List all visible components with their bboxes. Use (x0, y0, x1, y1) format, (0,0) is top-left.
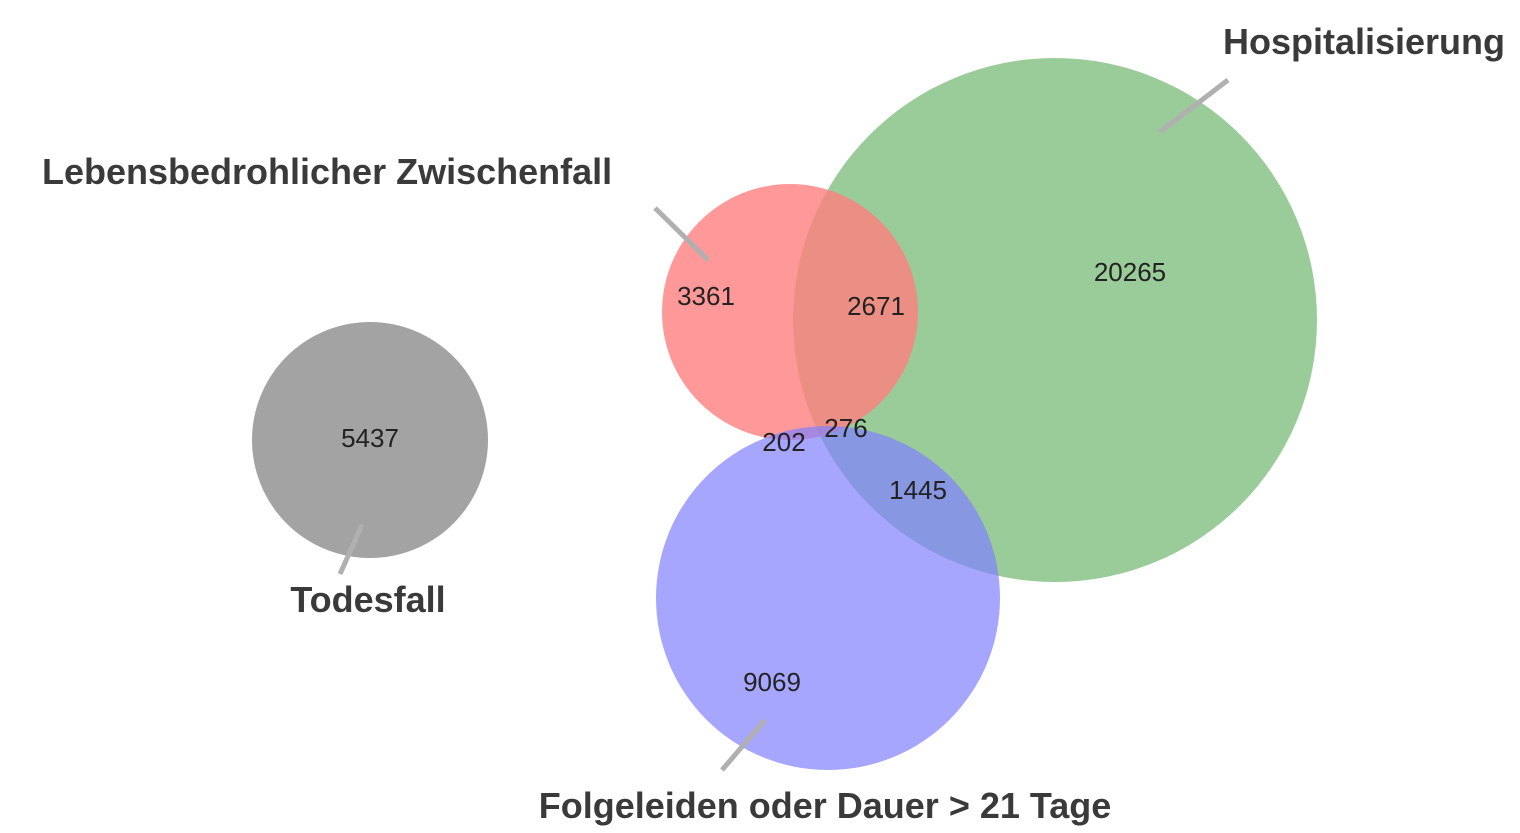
set-circle (793, 58, 1317, 582)
set-circle (656, 426, 1000, 770)
region-count: 276 (824, 413, 867, 443)
set-label: Hospitalisierung (1223, 21, 1505, 62)
leader-line (337, 523, 365, 576)
set-label: Folgeleiden oder Dauer > 21 Tage (539, 785, 1112, 826)
set-label: Todesfall (290, 579, 445, 620)
leader-line (720, 718, 767, 772)
circles (252, 58, 1317, 770)
set-circle (662, 184, 918, 440)
set-label: Lebensbedrohlicher Zwischenfall (42, 151, 612, 192)
leader-line (653, 206, 710, 262)
region-count: 1445 (889, 475, 947, 505)
set-circle (252, 322, 488, 558)
leader-line (1158, 78, 1230, 134)
region-count: 20265 (1094, 257, 1166, 287)
region-count: 5437 (341, 423, 399, 453)
region-count: 2671 (847, 291, 905, 321)
region-count: 202 (762, 427, 805, 457)
region-count: 9069 (743, 667, 801, 697)
region-count: 3361 (677, 281, 735, 311)
